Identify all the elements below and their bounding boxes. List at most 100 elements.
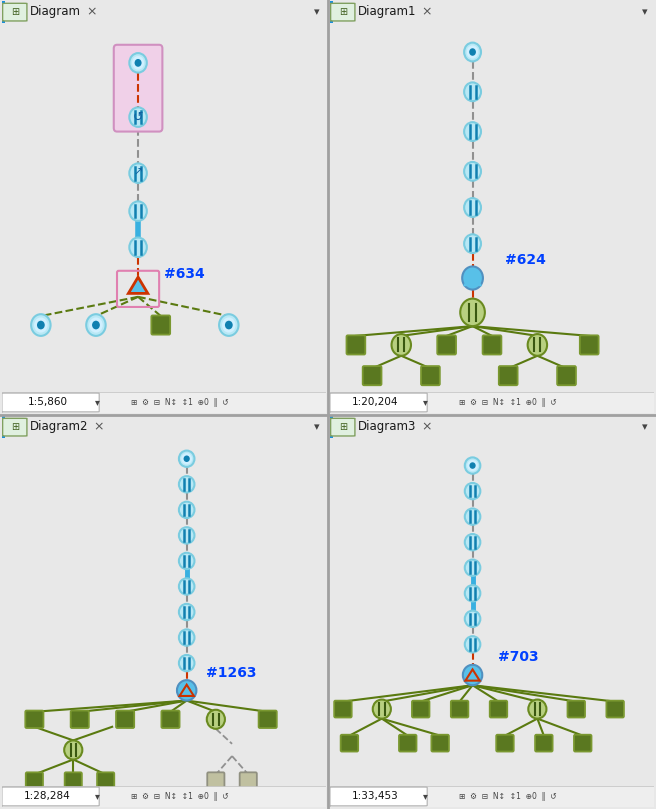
Circle shape [470, 462, 476, 469]
Circle shape [462, 266, 483, 290]
Circle shape [129, 163, 147, 183]
Text: ×: × [421, 420, 432, 433]
Text: Diagram: Diagram [30, 5, 81, 18]
Circle shape [466, 45, 478, 58]
Text: ×: × [93, 420, 104, 433]
FancyBboxPatch shape [331, 418, 355, 436]
FancyBboxPatch shape [421, 366, 440, 385]
FancyBboxPatch shape [574, 735, 592, 752]
Circle shape [219, 314, 239, 336]
Text: ⊞: ⊞ [339, 421, 347, 432]
Circle shape [528, 700, 546, 718]
Circle shape [89, 317, 103, 332]
Circle shape [132, 56, 144, 70]
Text: ⊞  ⚙  ⊟  N↕  ↕1  ⊕0  ‖  ↺: ⊞ ⚙ ⊟ N↕ ↕1 ⊕0 ‖ ↺ [459, 397, 557, 407]
Circle shape [179, 553, 194, 569]
Text: ×: × [421, 5, 432, 18]
Circle shape [464, 43, 481, 61]
Circle shape [465, 585, 480, 601]
FancyBboxPatch shape [438, 336, 456, 354]
Text: ▾: ▾ [423, 397, 428, 407]
FancyBboxPatch shape [412, 701, 430, 718]
Text: ▾: ▾ [314, 6, 319, 17]
Circle shape [464, 162, 481, 180]
Circle shape [179, 502, 194, 518]
Circle shape [179, 477, 194, 493]
Circle shape [177, 680, 196, 701]
Text: ▾: ▾ [423, 791, 428, 801]
FancyBboxPatch shape [346, 336, 365, 354]
FancyBboxPatch shape [3, 418, 27, 436]
FancyBboxPatch shape [557, 366, 576, 385]
FancyBboxPatch shape [499, 366, 518, 385]
Circle shape [465, 611, 480, 627]
FancyBboxPatch shape [451, 701, 468, 718]
Circle shape [179, 655, 194, 671]
Circle shape [465, 483, 480, 499]
Text: ↗: ↗ [133, 168, 143, 178]
Circle shape [181, 453, 192, 464]
Circle shape [469, 49, 476, 56]
Text: 1:20,204: 1:20,204 [352, 397, 399, 407]
Circle shape [222, 317, 236, 332]
Polygon shape [463, 270, 482, 286]
Text: ⊞: ⊞ [11, 6, 19, 17]
Circle shape [464, 198, 481, 217]
Text: Diagram2: Diagram2 [30, 420, 88, 433]
FancyBboxPatch shape [606, 701, 624, 718]
Circle shape [34, 317, 48, 332]
Circle shape [129, 108, 147, 127]
Circle shape [179, 578, 194, 595]
FancyBboxPatch shape [258, 710, 277, 728]
FancyBboxPatch shape [535, 735, 552, 752]
FancyBboxPatch shape [152, 316, 170, 335]
FancyBboxPatch shape [567, 701, 585, 718]
Circle shape [527, 334, 547, 356]
Text: Diagram3: Diagram3 [358, 420, 416, 433]
FancyBboxPatch shape [113, 44, 163, 132]
FancyBboxPatch shape [161, 710, 180, 728]
Circle shape [134, 59, 142, 67]
Bar [330, 416, 333, 438]
Text: 1:33,453: 1:33,453 [352, 791, 399, 801]
Circle shape [461, 299, 485, 326]
Text: ⊞  ⚙  ⊟  N↕  ↕1  ⊕0  ‖  ↺: ⊞ ⚙ ⊟ N↕ ↕1 ⊕0 ‖ ↺ [459, 791, 557, 801]
FancyBboxPatch shape [432, 735, 449, 752]
Circle shape [179, 527, 194, 544]
FancyBboxPatch shape [2, 787, 99, 806]
Bar [2, 416, 5, 438]
Circle shape [465, 560, 480, 576]
Circle shape [129, 201, 147, 221]
FancyBboxPatch shape [483, 336, 501, 354]
FancyBboxPatch shape [330, 393, 427, 412]
FancyBboxPatch shape [331, 3, 355, 21]
FancyBboxPatch shape [334, 701, 352, 718]
Circle shape [465, 509, 480, 525]
Text: ⊞  ⚙  ⊟  N↕  ↕1  ⊕0  ‖  ↺: ⊞ ⚙ ⊟ N↕ ↕1 ⊕0 ‖ ↺ [131, 397, 229, 407]
Text: 1:5,860: 1:5,860 [28, 397, 68, 407]
Circle shape [465, 534, 480, 550]
FancyBboxPatch shape [3, 3, 27, 21]
Circle shape [225, 320, 233, 329]
Circle shape [392, 334, 411, 356]
Circle shape [464, 122, 481, 141]
FancyBboxPatch shape [239, 773, 257, 789]
FancyBboxPatch shape [26, 773, 43, 789]
Circle shape [64, 740, 83, 760]
Polygon shape [129, 277, 148, 294]
Text: ×: × [86, 5, 96, 18]
Text: ↺: ↺ [133, 111, 143, 124]
FancyBboxPatch shape [399, 735, 417, 752]
Circle shape [207, 709, 225, 729]
Circle shape [129, 53, 147, 73]
Text: ▾: ▾ [642, 421, 647, 432]
FancyBboxPatch shape [490, 701, 507, 718]
Text: ⊞: ⊞ [339, 6, 347, 17]
FancyBboxPatch shape [2, 393, 99, 412]
Bar [330, 1, 333, 23]
FancyBboxPatch shape [496, 735, 514, 752]
Polygon shape [465, 669, 480, 680]
FancyBboxPatch shape [330, 787, 427, 806]
Text: #1263: #1263 [206, 666, 256, 680]
Circle shape [465, 457, 480, 474]
